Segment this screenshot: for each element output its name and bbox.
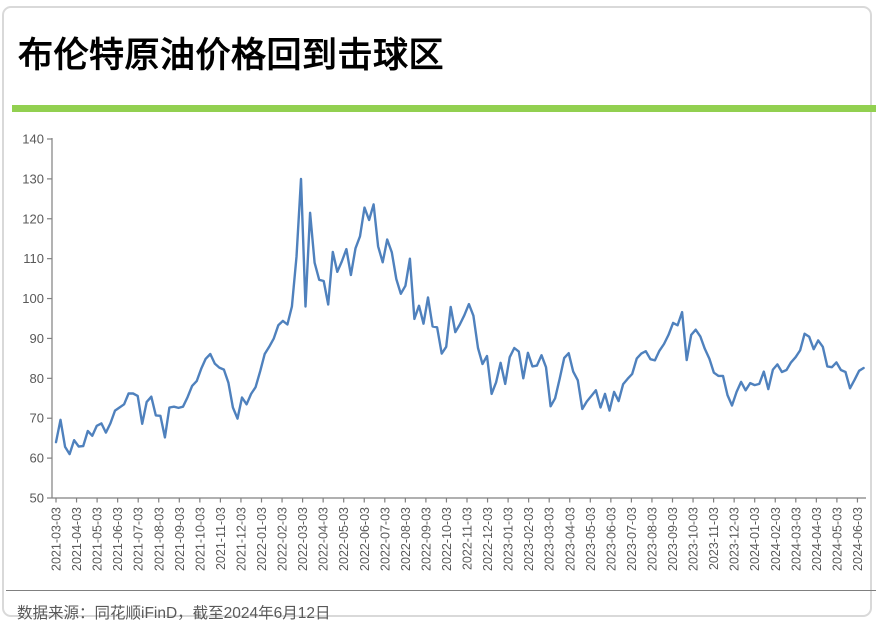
y-tick-label: 50 [30,491,44,506]
chart-card: 布伦特原油价格回到击球区 50 60 70 80 90 100 110 120 130 140 20… [2,6,876,622]
y-axis-ticks-and-labels: 50 60 70 80 90 100 110 120 130 140 [22,132,52,506]
x-axis-ticks-and-labels: 2021-03-03 2021-04-03 2021-05-03 2021-06-03… [50,498,865,571]
y-tick-label: 70 [30,411,44,426]
x-tick-label: 2022-03-03 [296,507,310,571]
x-tick-label: 2024-05-03 [830,507,844,571]
x-tick-label: 2024-03-03 [789,507,803,571]
footer-divider [6,590,876,591]
title-accent-bar [12,105,876,112]
x-tick-label: 2021-03-03 [50,507,64,571]
x-tick-label: 2021-08-03 [152,507,166,571]
y-tick-label: 60 [30,451,44,466]
x-tick-label: 2024-02-03 [769,507,783,571]
data-source-note: 数据来源：同花顺iFinD，截至2024年6月12日 [17,605,331,622]
x-tick-label: 2022-02-03 [276,507,290,571]
page-title: 布伦特原油价格回到击球区 [18,36,445,75]
x-tick-label: 2023-02-03 [522,507,536,571]
x-tick-label: 2021-10-03 [193,507,207,571]
x-tick-label: 2023-05-03 [584,507,598,571]
x-tick-label: 2023-10-03 [687,507,701,571]
x-tick-label: 2021-11-03 [214,507,228,570]
y-tick-label: 130 [22,171,44,186]
x-tick-label: 2023-03-03 [543,507,557,571]
x-tick-label: 2023-01-03 [502,507,516,571]
x-tick-label: 2022-06-03 [358,507,372,571]
x-tick-label: 2023-12-03 [728,507,742,571]
x-tick-label: 2021-12-03 [234,507,248,571]
x-tick-label: 2024-01-03 [748,507,762,571]
x-tick-label: 2023-04-03 [563,507,577,571]
x-tick-label: 2022-11-03 [461,507,475,570]
x-tick-label: 2021-09-03 [173,507,187,571]
x-tick-label: 2023-11-03 [707,507,721,570]
y-tick-label: 120 [22,211,44,226]
x-tick-label: 2024-04-03 [810,507,824,571]
y-tick-label: 140 [22,132,44,147]
x-tick-label: 2022-05-03 [337,507,351,571]
x-tick-label: 2023-09-03 [666,507,680,571]
x-tick-label: 2021-07-03 [132,507,146,571]
x-tick-label: 2021-06-03 [111,507,125,571]
x-tick-label: 2022-08-03 [399,507,413,571]
y-tick-label: 90 [30,331,44,346]
y-tick-label: 100 [22,291,44,306]
x-tick-label: 2024-06-03 [851,507,865,571]
price-line [54,177,865,456]
x-tick-label: 2022-09-03 [419,507,433,571]
axes [51,138,866,499]
x-tick-label: 2022-04-03 [317,507,331,571]
x-tick-label: 2023-07-03 [625,507,639,571]
x-tick-label: 2022-07-03 [378,507,392,571]
x-tick-label: 2021-05-03 [91,507,105,571]
x-tick-label: 2021-04-03 [70,507,84,571]
y-tick-label: 80 [30,371,44,386]
y-tick-label: 110 [23,251,44,266]
x-tick-label: 2022-01-03 [255,507,269,571]
x-tick-label: 2023-08-03 [645,507,659,571]
x-tick-label: 2023-06-03 [604,507,618,571]
x-tick-label: 2022-12-03 [481,507,495,571]
x-tick-label: 2022-10-03 [440,507,454,571]
